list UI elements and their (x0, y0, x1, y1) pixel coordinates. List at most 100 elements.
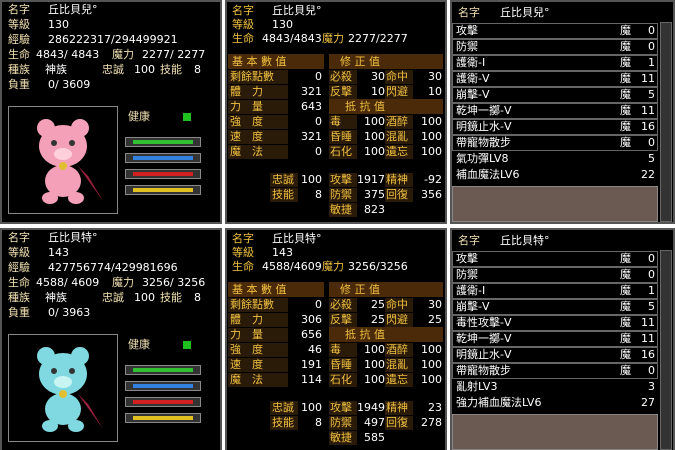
mod-label: 回復 (386, 188, 408, 201)
info-label: 名字 (8, 231, 30, 244)
info-label: 魔力 (112, 276, 134, 289)
mod-label: 反擊 (330, 313, 352, 326)
mod-label: 閃避 (386, 313, 408, 326)
command-name: 崩擊-V (456, 88, 490, 101)
mod-label: 遺忘 (386, 145, 408, 158)
mod-label: 酒醉 (386, 343, 408, 356)
extra-value: 8 (315, 188, 322, 201)
label-bg (385, 416, 413, 430)
mod-label: 酒醉 (386, 115, 408, 128)
command-mp-label: 魔 (620, 88, 631, 101)
info-value: 0/ 3963 (48, 306, 91, 319)
label-bg (329, 145, 357, 159)
label-bg (385, 343, 413, 357)
gauge-bar (133, 172, 193, 176)
mod-label: 回復 (386, 416, 408, 429)
command-row (452, 71, 658, 87)
gauge-bar (133, 156, 193, 160)
mod-label: 昏睡 (330, 358, 352, 371)
mod-value: 100 (364, 358, 385, 371)
label-bg (270, 188, 298, 202)
mod-value: 100 (421, 115, 442, 128)
skill-name: 強力補血魔法LV6 (456, 396, 542, 409)
base-label: 強 度 (230, 343, 263, 356)
command-mp: 16 (641, 348, 655, 361)
health-indicator (183, 113, 191, 121)
base-label: 剩餘點數 (230, 298, 274, 311)
command-name: 護衛-I (456, 284, 486, 297)
label-bg (329, 85, 357, 99)
stat-value: 丘比貝兒° (272, 4, 322, 17)
mod-title: 修 正 值 (340, 283, 380, 296)
command-mp-label: 魔 (620, 364, 631, 377)
label-bg (329, 203, 357, 217)
skill-header-value: 丘比貝特° (500, 234, 550, 247)
base-value: 321 (301, 130, 322, 143)
label-bg (329, 188, 357, 202)
base-value: 0 (315, 298, 322, 311)
mod-label: 精神 (386, 401, 408, 414)
skill-header-label: 名字 (458, 6, 480, 19)
command-mp: 0 (648, 252, 655, 265)
mod-value: 30 (428, 298, 442, 311)
base-value: 306 (301, 313, 322, 326)
mod-value: 100 (421, 130, 442, 143)
mod-label: 防禦 (330, 188, 352, 201)
label-bg (329, 373, 357, 387)
info-value: 0/ 3609 (48, 78, 91, 91)
gauge-bar (133, 188, 193, 192)
stat-label: 名字 (232, 232, 254, 245)
command-name: 防禦 (456, 268, 478, 281)
label-bg (228, 115, 288, 129)
label-bg (228, 373, 288, 387)
base-value: 191 (301, 358, 322, 371)
stat-value: 3256/3256 (348, 260, 408, 273)
base-label: 魔 法 (230, 145, 263, 158)
base-value: 656 (301, 328, 322, 341)
command-name: 護衛-V (456, 72, 490, 85)
mod-label: 閃避 (386, 85, 408, 98)
skill-description-box (452, 414, 658, 450)
command-mp: 11 (641, 332, 655, 345)
mod-label: 混亂 (386, 358, 408, 371)
mod-value: 356 (421, 188, 442, 201)
command-name: 帶寵物散步 (456, 364, 511, 377)
table-title-bg (329, 327, 443, 342)
mod-label: 混亂 (386, 130, 408, 143)
extra-value: 100 (301, 173, 322, 186)
mod-title: 修 正 值 (340, 55, 380, 68)
info-value: 神族 (45, 291, 67, 304)
extra-label: 技能 (272, 416, 294, 429)
info-value: 8 (194, 63, 201, 76)
info-value: 143 (48, 246, 69, 259)
mod-value: 10 (371, 85, 385, 98)
base-label: 力 量 (230, 100, 263, 113)
label-bg (329, 115, 357, 129)
stat-label: 魔力 (322, 32, 344, 45)
command-mp: 11 (641, 104, 655, 117)
mod-value: 30 (371, 70, 385, 83)
label-bg (385, 358, 413, 372)
info-label: 經驗 (8, 261, 30, 274)
mod-label: 攻擊 (330, 173, 352, 186)
command-name: 明鏡止水-V (456, 348, 512, 361)
mod-label: 防禦 (330, 416, 352, 429)
mod-label: 反擊 (330, 85, 352, 98)
mod-value: 30 (428, 70, 442, 83)
mod-value: 25 (371, 298, 385, 311)
label-bg (385, 401, 413, 415)
info-label: 生命 (8, 48, 30, 61)
mod-value: 278 (421, 416, 442, 429)
label-bg (385, 130, 413, 144)
base-label: 剩餘點數 (230, 70, 274, 83)
mod-value: 100 (364, 373, 385, 386)
info-label: 名字 (8, 3, 30, 16)
command-mp-label: 魔 (620, 40, 631, 53)
mod-value: 100 (421, 343, 442, 356)
info-label: 種族 (8, 291, 30, 304)
gauge-bar (133, 384, 193, 388)
command-mp: 1 (648, 284, 655, 297)
info-value: 100 (134, 63, 155, 76)
health-label: 健康 (128, 338, 150, 351)
command-row (452, 55, 658, 71)
